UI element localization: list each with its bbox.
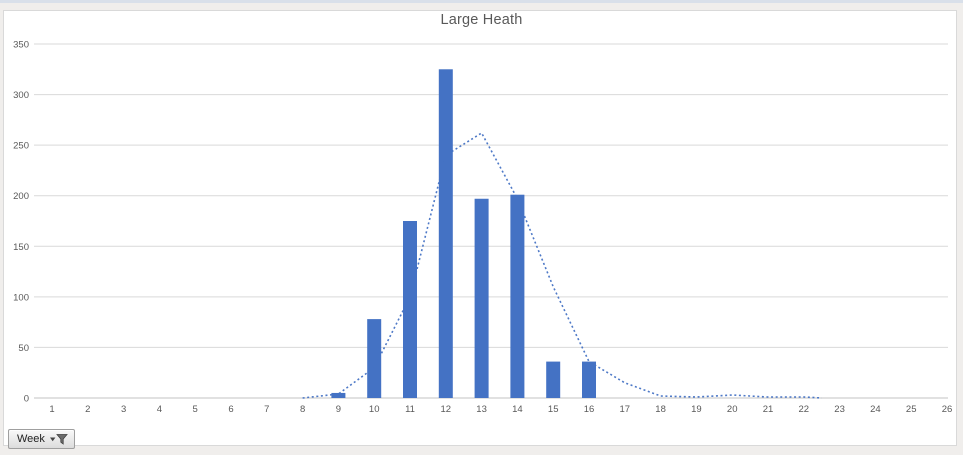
x-axis-tick-label: 12 — [441, 404, 452, 415]
x-axis-tick-label: 23 — [834, 404, 845, 415]
x-axis-tick-label: 17 — [620, 404, 631, 415]
bar-week-14[interactable] — [510, 194, 525, 398]
x-axis-tick-label: 7 — [264, 404, 269, 415]
bar-week-13[interactable] — [474, 198, 489, 398]
y-axis-tick-label: 350 — [13, 40, 29, 51]
x-axis-tick-label: 21 — [763, 404, 774, 415]
chart-title[interactable]: Large Heath — [440, 12, 523, 28]
x-axis-tick-label: 9 — [336, 404, 341, 415]
bar-week-16[interactable] — [582, 361, 596, 398]
x-axis-tick-label: 5 — [193, 404, 198, 415]
field-button-label: Week — [17, 433, 45, 445]
x-axis-tick-label: 24 — [870, 404, 881, 415]
x-axis-tick-label: 1 — [49, 404, 54, 415]
bar-week-15[interactable] — [546, 361, 561, 398]
x-axis-tick-label: 10 — [369, 404, 380, 415]
x-axis-tick-label: 16 — [584, 404, 595, 415]
bar-week-10[interactable] — [367, 319, 382, 398]
x-axis-tick-label: 26 — [942, 404, 953, 415]
week-field-filter-button[interactable]: Week — [8, 429, 75, 449]
x-axis-tick-label: 8 — [300, 404, 305, 415]
worksheet-top-edge — [0, 0, 963, 3]
dropdown-arrow-icon — [49, 433, 68, 445]
x-axis-tick-label: 19 — [691, 404, 702, 415]
x-axis-tick-label: 11 — [405, 404, 415, 415]
y-axis-tick-label: 100 — [13, 292, 29, 303]
x-axis-tick-label: 20 — [727, 404, 738, 415]
y-axis-tick-label: 300 — [13, 90, 29, 101]
y-axis-tick-label: 50 — [18, 343, 29, 354]
field-button-glyphs — [49, 433, 68, 445]
y-axis-tick-label: 200 — [13, 191, 29, 202]
dotted-line-series[interactable] — [302, 131, 822, 399]
filter-funnel-icon — [56, 433, 68, 445]
x-axis-tick-label: 18 — [655, 404, 666, 415]
bar-week-12[interactable] — [438, 69, 453, 399]
x-axis-tick-label: 2 — [85, 404, 90, 415]
x-axis-tick-label: 4 — [157, 404, 162, 415]
x-axis-tick-label: 6 — [228, 404, 233, 415]
y-axis-tick-label: 250 — [13, 141, 29, 152]
x-axis-tick-label: 25 — [906, 404, 917, 415]
bar-week-11[interactable] — [403, 221, 417, 398]
x-axis-tick-label: 14 — [512, 404, 523, 415]
x-axis-tick-label: 13 — [476, 404, 487, 415]
y-axis-tick-label: 150 — [13, 242, 29, 253]
x-axis-tick-label: 3 — [121, 404, 126, 415]
x-axis-tick-label: 15 — [548, 404, 559, 415]
bar-week-9[interactable] — [331, 392, 346, 398]
y-axis-tick-label: 0 — [24, 394, 29, 405]
x-axis-tick-label: 22 — [799, 404, 810, 415]
